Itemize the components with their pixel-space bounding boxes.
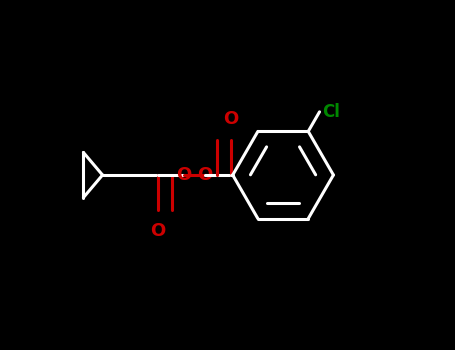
Text: O: O <box>223 110 238 128</box>
Text: Cl: Cl <box>322 103 340 121</box>
Text: O: O <box>151 222 166 240</box>
Text: O: O <box>197 166 212 184</box>
Text: O: O <box>177 166 192 184</box>
